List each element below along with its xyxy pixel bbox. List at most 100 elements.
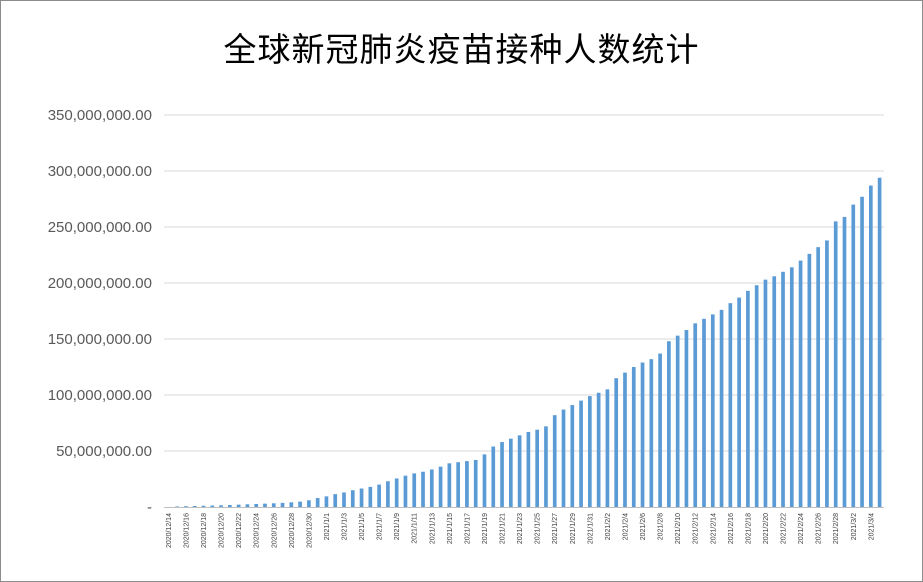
bar (175, 506, 180, 507)
bar (245, 504, 250, 507)
x-tick-label: 2020/12/30 (306, 513, 313, 548)
x-tick-label: 2021/2/4 (622, 513, 629, 540)
bar (535, 429, 540, 507)
bar (447, 463, 452, 507)
y-tick-label: 350,000,000.00 (48, 107, 152, 124)
bar (263, 503, 267, 507)
x-tick-label: 2021/2/18 (745, 513, 752, 544)
bar (763, 279, 768, 507)
bar (833, 221, 838, 507)
x-tick-label: 2021/2/8 (658, 513, 665, 540)
bar (254, 503, 259, 507)
bar (517, 435, 522, 507)
x-tick-label: 2021/1/7 (377, 513, 384, 540)
x-tick-label: 2021/1/31 (587, 513, 594, 544)
x-tick-label: 2021/1/9 (394, 513, 401, 540)
x-tick-label: 2021/1/23 (517, 513, 524, 544)
bar (236, 504, 241, 507)
bar (421, 471, 425, 507)
x-tick-label: 2021/2/2 (605, 513, 612, 540)
bar (649, 359, 654, 507)
x-tick-label: 2021/1/19 (482, 513, 489, 544)
bar (842, 216, 847, 508)
bar (201, 505, 206, 507)
y-tick-label: 250,000,000.00 (48, 219, 152, 236)
bar (482, 454, 487, 507)
bar (298, 501, 302, 507)
bar (552, 415, 557, 507)
x-tick-label: 2020/12/24 (254, 513, 261, 548)
y-tick-label: 100,000,000.00 (48, 387, 152, 404)
bar (719, 309, 724, 507)
bar (693, 323, 698, 507)
x-tick-label: 2021/2/26 (816, 513, 823, 544)
bar (526, 431, 531, 507)
bar (315, 498, 320, 507)
bar (570, 405, 575, 507)
bar (491, 446, 496, 507)
bar (754, 285, 759, 507)
bar (429, 469, 434, 507)
bar (658, 353, 662, 507)
bar (280, 502, 285, 507)
bar (473, 459, 478, 507)
bar (307, 500, 311, 507)
bar (702, 318, 706, 507)
x-tick-label: 2020/12/18 (201, 513, 208, 548)
bar (737, 297, 741, 507)
x-tick-label: 2021/1/3 (342, 513, 349, 540)
bar (350, 490, 355, 507)
bar (825, 240, 829, 507)
y-tick-label: - (147, 499, 152, 516)
bar (271, 503, 276, 507)
bar (860, 196, 864, 507)
x-tick-label: 2020/12/20 (219, 513, 226, 548)
bar (675, 335, 680, 507)
bar (710, 314, 715, 507)
x-tick-label: 2020/12/28 (289, 513, 296, 548)
bar (579, 400, 583, 507)
x-tick-label: 2021/1/27 (552, 513, 559, 544)
bar (219, 505, 223, 507)
gridlines (164, 114, 884, 452)
bar (605, 389, 610, 507)
y-tick-label: 150,000,000.00 (48, 331, 152, 348)
chart-title: 全球新冠肺炎疫苗接种人数统计 (223, 30, 700, 69)
bar (500, 442, 504, 507)
bar (667, 341, 671, 507)
bar (746, 290, 750, 507)
x-tick-label: 2021/3/2 (851, 513, 858, 540)
bar (868, 185, 873, 507)
bar (544, 426, 548, 507)
x-tick-label: 2021/2/10 (675, 513, 682, 544)
bar (614, 378, 619, 507)
bar (412, 473, 417, 507)
x-tick-label: 2021/1/29 (570, 513, 577, 544)
x-tick-label: 2021/1/5 (359, 513, 366, 540)
x-tick-label: 2021/1/15 (447, 513, 454, 544)
bar (289, 502, 294, 507)
bar (438, 466, 443, 507)
bars (166, 177, 882, 508)
bar (456, 462, 460, 507)
bar (781, 271, 785, 507)
bar (465, 461, 469, 507)
bar (596, 392, 601, 507)
x-tick-label: 2021/2/12 (693, 513, 700, 544)
bar (368, 486, 373, 507)
x-tick-label: 2020/12/26 (271, 513, 278, 548)
x-tick-label: 2021/1/13 (429, 513, 436, 544)
bar (403, 475, 408, 507)
x-tick-label: 2021/1/25 (535, 513, 542, 544)
x-tick-label: 2021/3/4 (868, 513, 875, 540)
bar (333, 494, 338, 507)
x-tick-label: 2021/1/11 (412, 513, 419, 544)
bar (342, 492, 346, 507)
bar (640, 362, 645, 507)
bar (877, 177, 882, 507)
bar (508, 438, 513, 507)
y-tick-label: 300,000,000.00 (48, 163, 152, 180)
x-tick-label: 2021/1/1 (324, 513, 331, 540)
bar (728, 303, 733, 507)
